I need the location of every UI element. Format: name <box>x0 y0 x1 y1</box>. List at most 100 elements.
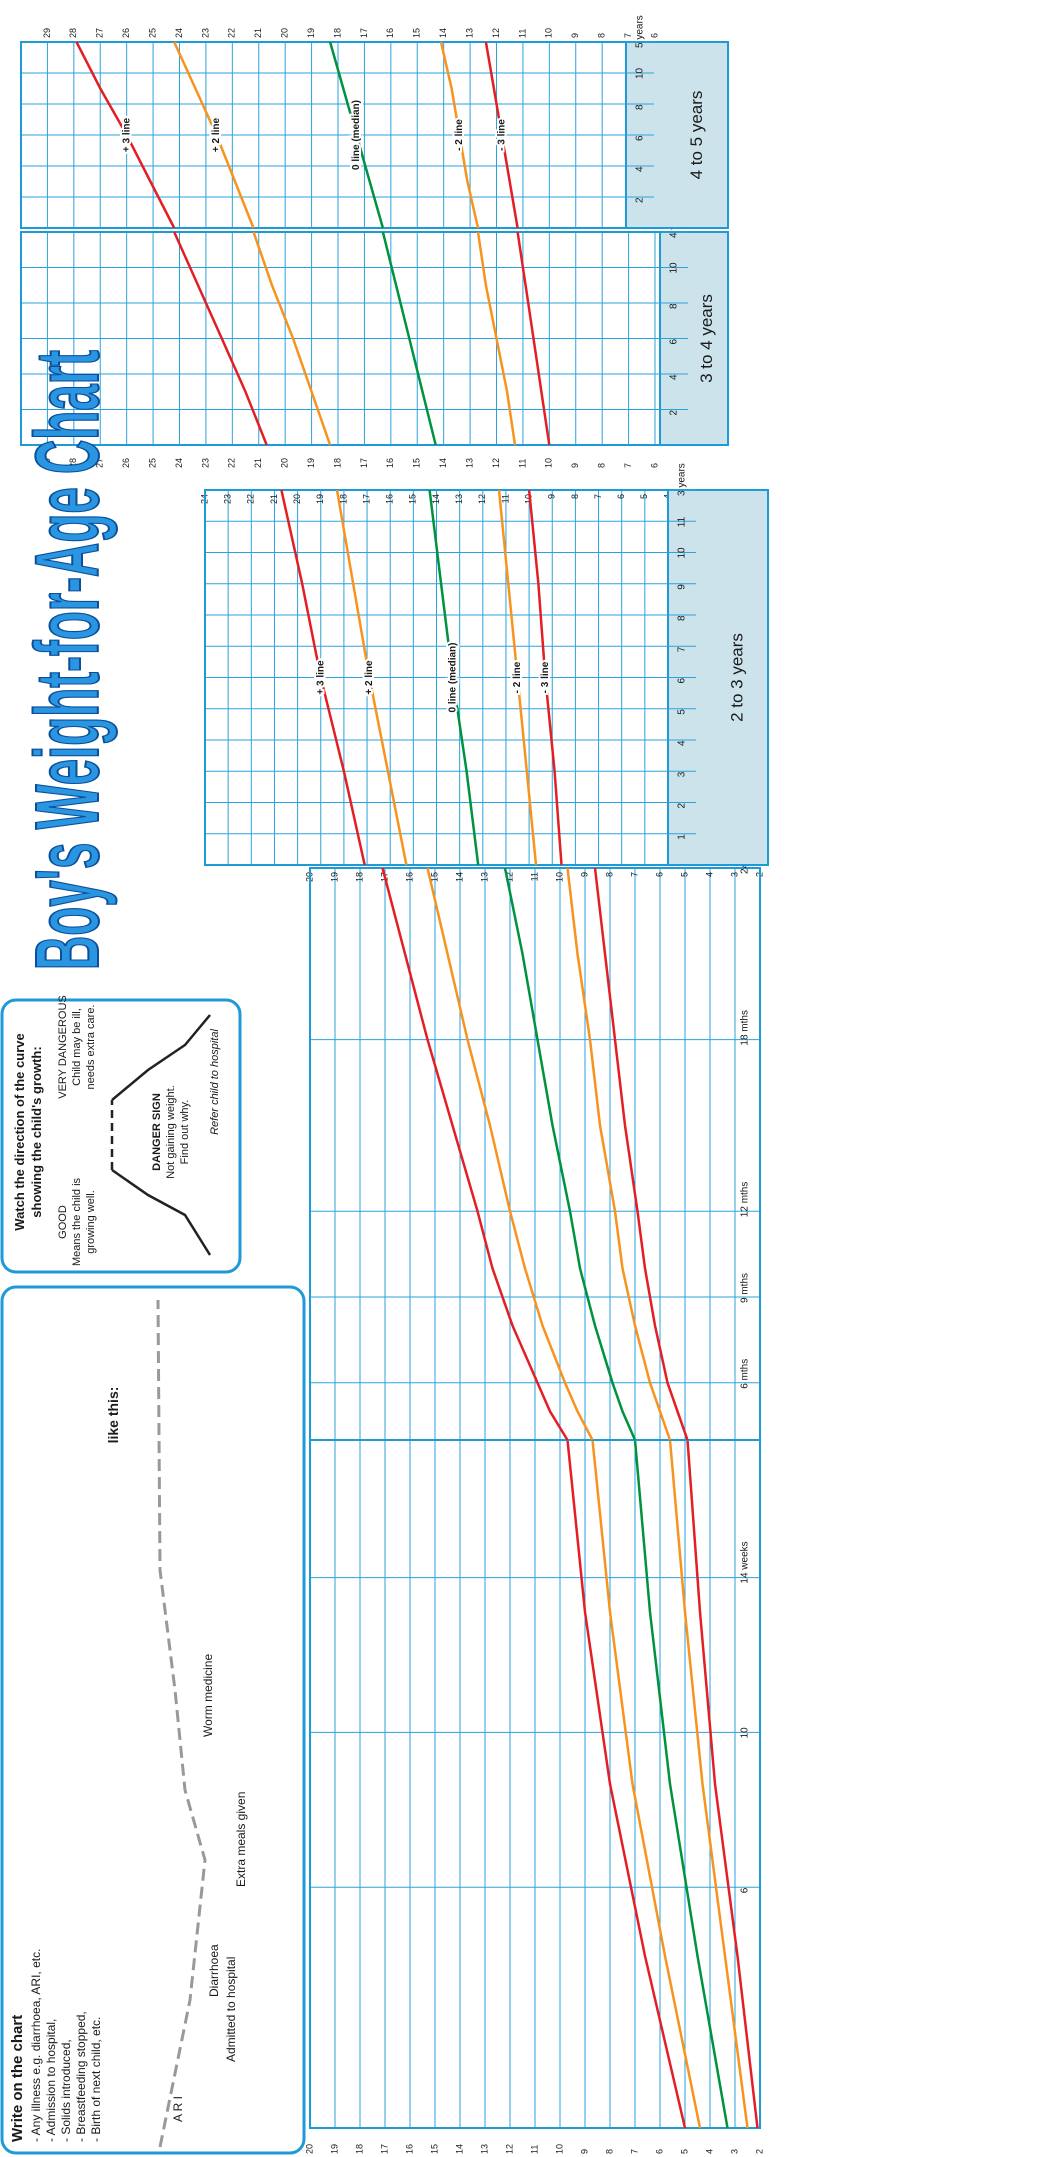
y-tick-label: 9 <box>579 872 589 877</box>
instruction-item: - Any illness e.g. diarrhoea, ARI, etc. <box>29 1949 43 2142</box>
y-tick-label: 14 <box>438 458 448 468</box>
y-tick-label: 15 <box>408 494 418 504</box>
y-tick-label: 13 <box>464 28 474 38</box>
growth-curve <box>497 489 538 866</box>
growth-curve <box>335 489 408 866</box>
y-tick-label: 22 <box>227 458 237 468</box>
y-tick-label: 18 <box>332 458 342 468</box>
y-tick-label: 26 <box>121 458 131 468</box>
x-tick-label: 6 <box>635 135 646 141</box>
y-tick-label: 6 <box>654 2149 664 2154</box>
x-tick-label: 8 <box>635 104 646 110</box>
y-tick-label: 28 <box>68 28 78 38</box>
example-title: like this: <box>105 1387 121 1444</box>
y-tick-label: 21 <box>253 458 263 468</box>
growth-curve <box>428 489 480 866</box>
y-tick-label: 10 <box>554 872 564 882</box>
curve-label: + 3 line <box>315 660 326 695</box>
y-tick-label: 2 <box>754 2149 764 2154</box>
guide-box <box>0 998 242 1274</box>
guide-title: showing the child's growth: <box>29 1046 44 1217</box>
y-tick-label: 10 <box>523 494 533 504</box>
example-label: Diarrhoea <box>207 1944 221 1997</box>
y-tick-label: 9 <box>570 33 580 38</box>
x-tick-label: 10 <box>677 547 688 559</box>
x-tick-label: 4 <box>669 374 680 380</box>
rotated-texts: Boy's Weight-for-Age Chart Write on the … <box>9 349 248 2148</box>
y-tick-label: 28 <box>68 458 78 468</box>
example-curve <box>156 1299 207 2148</box>
curve-label: - 2 line <box>512 661 523 693</box>
y-tick-label: 14 <box>454 872 464 882</box>
y-tick-label: 24 <box>174 28 184 38</box>
y-tick-label: 7 <box>629 872 639 877</box>
y-tick-label: 15 <box>429 872 439 882</box>
y-tick-label: 20 <box>304 2144 314 2154</box>
curve-label: - 3 line <box>540 661 551 693</box>
growth-curve <box>381 231 437 446</box>
guide-good: growing well. <box>85 1190 97 1254</box>
guide-good: GOOD <box>57 1205 69 1239</box>
x-tick-label: 8 <box>669 303 680 309</box>
panel-label: 2 to 3 years <box>727 633 746 722</box>
y-tick-label: 29 <box>42 28 52 38</box>
x-tick-label: 4 <box>677 740 688 746</box>
y-tick-label: 17 <box>361 494 371 504</box>
y-tick-label: 11 <box>517 459 527 468</box>
growth-curve <box>686 1439 759 2129</box>
y-tick-label: 9 <box>547 494 557 499</box>
y-tick-label: 14 <box>454 2144 464 2154</box>
y-tick-label: 23 <box>223 494 233 504</box>
y-tick-label: 8 <box>597 33 607 38</box>
growth-curve <box>516 231 551 446</box>
y-tick-label: 8 <box>604 2149 614 2154</box>
y-tick-label: 23 <box>200 458 210 468</box>
y-tick-label: 8 <box>597 463 607 468</box>
growth-curve <box>476 231 517 446</box>
x-tick-label: 18 mths <box>740 1010 751 1046</box>
guide-danger: Find out why. <box>179 1100 191 1165</box>
y-tick-label: 7 <box>593 494 603 499</box>
y-tick-label: 11 <box>529 872 539 881</box>
panel-label: 4 to 5 years <box>687 91 706 180</box>
curve-label: + 2 line <box>364 660 375 695</box>
y-tick-label: 9 <box>570 463 580 468</box>
y-tick-label: 11 <box>500 494 510 503</box>
example-label: Worm medicine <box>201 1654 215 1737</box>
y-tick-label: 15 <box>429 2144 439 2154</box>
x-tick-label: 9 mths <box>740 1273 751 1303</box>
y-tick-label: 16 <box>385 494 395 504</box>
x-tick-label: 8 <box>677 615 688 621</box>
growth-curve <box>252 231 332 446</box>
instruction-item: - Admission to hospital, <box>44 2019 58 2142</box>
y-tick-label: 18 <box>354 872 364 882</box>
y-tick-label: 10 <box>544 458 554 468</box>
y-tick-label: 5 <box>679 2149 689 2154</box>
y-tick-label: 12 <box>504 2144 514 2154</box>
y-tick-label: 7 <box>629 2149 639 2154</box>
guide-falling-curve <box>111 1014 211 1101</box>
x-tick-label: 7 <box>677 646 688 652</box>
y-tick-label: 16 <box>385 458 395 468</box>
growth-curve <box>426 867 594 1441</box>
curve-label: - 2 line <box>454 119 465 151</box>
x-tick-label: 6 <box>677 678 688 684</box>
growth-curve <box>591 1439 702 2129</box>
y-tick-label: 17 <box>359 458 369 468</box>
y-tick-label: 12 <box>504 872 514 882</box>
curve-label: + 3 line <box>121 117 132 152</box>
y-tick-label: 6 <box>654 872 664 877</box>
growth-curve <box>328 41 385 229</box>
guide-danger: Not gaining weight. <box>165 1085 177 1179</box>
example-label: Admitted to hospital <box>224 1957 238 2062</box>
curve-label: + 2 line <box>211 117 222 152</box>
y-tick-label: 15 <box>412 28 422 38</box>
chart-title: Boy's Weight-for-Age Chart <box>18 350 118 970</box>
x-tick-label: 6 <box>669 339 680 345</box>
y-tick-label: 5 <box>679 872 689 877</box>
y-tick-label: 13 <box>479 2144 489 2154</box>
x-tick-label: 5 <box>677 709 688 715</box>
y-tick-label: 4 <box>704 2149 714 2154</box>
